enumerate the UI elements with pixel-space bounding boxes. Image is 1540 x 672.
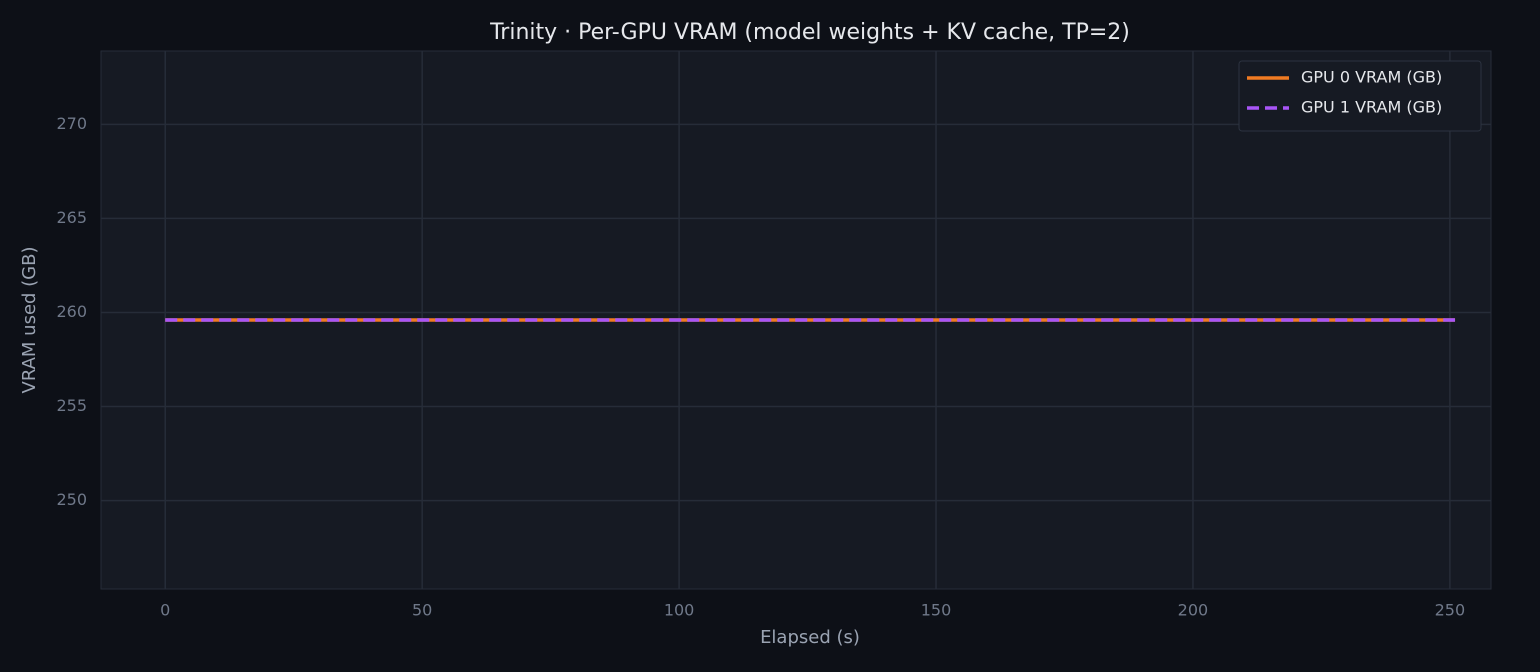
y-tick-label: 250: [56, 490, 87, 509]
x-axis-label: Elapsed (s): [760, 627, 860, 648]
y-tick-label: 260: [56, 302, 87, 321]
y-axis-label: VRAM used (GB): [19, 246, 40, 393]
x-tick-label: 250: [1435, 601, 1466, 620]
legend-label: GPU 1 VRAM (GB): [1301, 98, 1442, 117]
x-tick-label: 0: [160, 601, 170, 620]
x-tick-label: 200: [1178, 601, 1209, 620]
x-tick-label: 50: [412, 601, 432, 620]
x-tick-label: 150: [921, 601, 952, 620]
legend-box: [1238, 60, 1482, 132]
chart-title: Trinity · Per-GPU VRAM (model weights + …: [489, 20, 1130, 45]
y-tick-label: 265: [56, 208, 87, 227]
x-tick-label: 100: [664, 601, 695, 620]
legend-label: GPU 0 VRAM (GB): [1301, 68, 1442, 87]
y-tick-label: 270: [56, 114, 87, 133]
y-tick-label: 255: [56, 396, 87, 415]
